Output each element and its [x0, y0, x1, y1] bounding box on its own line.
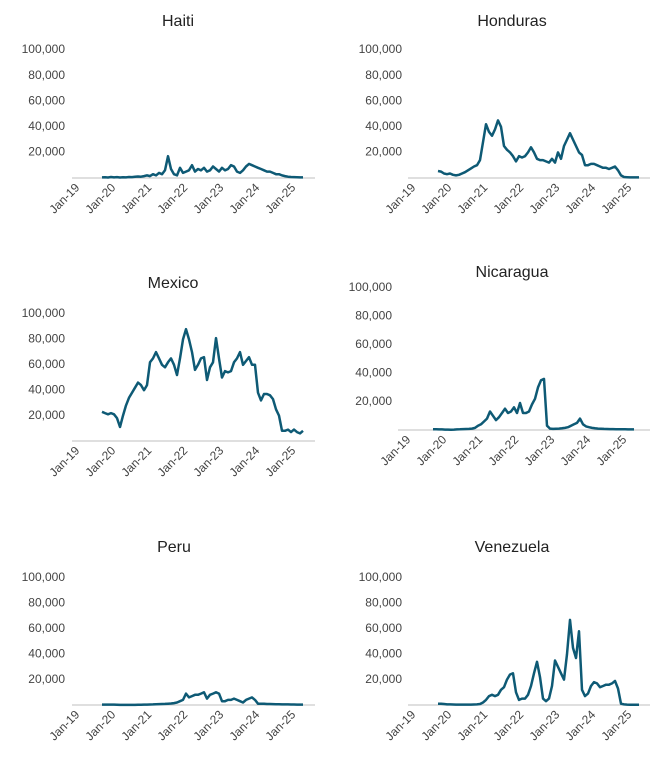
- x-tick-label: Jan-23: [522, 432, 558, 468]
- x-tick-label: Jan-23: [191, 180, 227, 216]
- y-tick-label: 40,000: [365, 646, 402, 660]
- series-line: [437, 119, 639, 179]
- x-tick-label: Jan-21: [119, 443, 155, 479]
- x-tick-label: Jan-24: [558, 432, 594, 468]
- series-line: [438, 618, 639, 706]
- x-tick-label: Jan-21: [119, 707, 155, 743]
- y-tick-label: 100,000: [349, 280, 393, 294]
- chart-title: Nicaragua: [476, 264, 549, 281]
- x-tick-label: Jan-22: [491, 180, 527, 216]
- x-tick-label: Jan-20: [414, 432, 450, 468]
- x-tick-label: Jan-25: [599, 707, 635, 743]
- x-tick-label: Jan-19: [383, 180, 419, 216]
- y-tick-label: 60,000: [28, 621, 65, 635]
- y-tick-label: 60,000: [28, 93, 65, 107]
- y-tick-label: 20,000: [28, 408, 65, 422]
- y-tick-label: 80,000: [365, 68, 402, 82]
- x-tick-label: Jan-20: [83, 707, 119, 743]
- y-tick-label: 80,000: [365, 596, 402, 610]
- x-tick-label: Jan-22: [155, 707, 191, 743]
- y-tick-label: 80,000: [355, 309, 392, 323]
- x-tick-label: Jan-20: [83, 180, 119, 216]
- x-tick-label: Jan-25: [599, 180, 635, 216]
- y-tick-label: 40,000: [28, 119, 65, 133]
- x-tick-label: Jan-19: [47, 180, 83, 216]
- x-tick-label: Jan-20: [419, 707, 455, 743]
- chart-title: Peru: [157, 539, 191, 556]
- y-tick-label: 40,000: [365, 119, 402, 133]
- y-tick-label: 80,000: [28, 332, 65, 346]
- chart-title: Mexico: [148, 275, 199, 292]
- y-tick-label: 100,000: [359, 570, 403, 584]
- y-tick-label: 60,000: [355, 337, 392, 351]
- x-tick-label: Jan-23: [527, 707, 563, 743]
- x-tick-label: Jan-23: [527, 180, 563, 216]
- series-line: [101, 327, 304, 435]
- x-tick-label: Jan-25: [594, 432, 630, 468]
- x-tick-label: Jan-25: [263, 707, 299, 743]
- series-line: [433, 377, 634, 431]
- x-tick-label: Jan-21: [455, 707, 491, 743]
- chart-title: Honduras: [477, 13, 546, 30]
- x-tick-label: Jan-23: [191, 443, 227, 479]
- chart-title: Venezuela: [475, 539, 550, 556]
- series-line: [102, 691, 303, 707]
- x-tick-label: Jan-19: [383, 707, 419, 743]
- x-tick-label: Jan-20: [83, 443, 119, 479]
- x-tick-label: Jan-21: [119, 180, 155, 216]
- x-tick-label: Jan-22: [491, 707, 527, 743]
- y-tick-label: 60,000: [28, 357, 65, 371]
- x-tick-label: Jan-24: [563, 180, 599, 216]
- x-tick-label: Jan-24: [563, 707, 599, 743]
- y-tick-label: 40,000: [28, 382, 65, 396]
- y-tick-label: 80,000: [28, 68, 65, 82]
- x-tick-label: Jan-22: [155, 443, 191, 479]
- x-tick-label: Jan-25: [263, 443, 299, 479]
- y-tick-label: 80,000: [28, 596, 65, 610]
- y-tick-label: 20,000: [28, 145, 65, 159]
- y-tick-label: 100,000: [359, 42, 403, 56]
- x-tick-label: Jan-19: [47, 443, 83, 479]
- y-tick-label: 20,000: [365, 672, 402, 686]
- x-tick-label: Jan-23: [191, 707, 227, 743]
- y-tick-label: 20,000: [365, 145, 402, 159]
- y-tick-label: 20,000: [28, 672, 65, 686]
- chart-title: Haiti: [162, 13, 194, 30]
- x-tick-label: Jan-22: [155, 180, 191, 216]
- y-tick-label: 40,000: [28, 646, 65, 660]
- x-tick-label: Jan-22: [486, 432, 522, 468]
- x-tick-label: Jan-20: [419, 180, 455, 216]
- x-tick-label: Jan-24: [227, 707, 263, 743]
- x-tick-label: Jan-21: [450, 432, 486, 468]
- series-line: [101, 154, 303, 179]
- y-tick-label: 40,000: [355, 365, 392, 379]
- y-tick-label: 100,000: [22, 306, 66, 320]
- x-tick-label: Jan-19: [378, 432, 414, 468]
- y-tick-label: 20,000: [355, 394, 392, 408]
- y-tick-label: 60,000: [365, 621, 402, 635]
- x-tick-label: Jan-24: [227, 180, 263, 216]
- x-tick-label: Jan-19: [47, 707, 83, 743]
- x-tick-label: Jan-25: [263, 180, 299, 216]
- x-tick-label: Jan-24: [227, 443, 263, 479]
- y-tick-label: 100,000: [22, 42, 66, 56]
- x-tick-label: Jan-21: [455, 180, 491, 216]
- y-tick-label: 60,000: [365, 93, 402, 107]
- y-tick-label: 100,000: [22, 570, 66, 584]
